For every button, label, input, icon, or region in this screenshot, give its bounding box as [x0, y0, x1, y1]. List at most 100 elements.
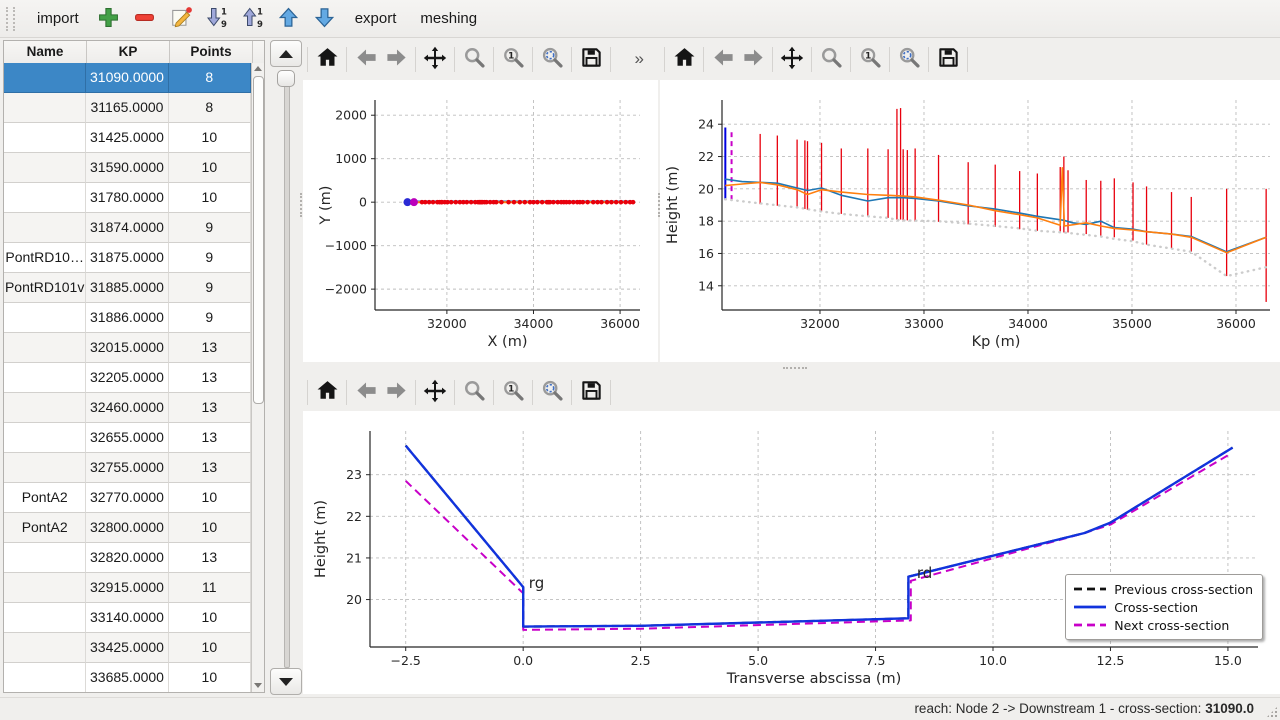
pan-button[interactable] [420, 43, 450, 75]
cell-name [4, 573, 86, 603]
move-up-button[interactable] [273, 4, 305, 34]
scrollbar-up-arrow-icon[interactable] [252, 63, 264, 75]
table-row[interactable]: 31590.000010 [4, 153, 251, 183]
table-row[interactable]: 33140.000010 [4, 603, 251, 633]
table-row[interactable]: PontRD101v31885.00009 [4, 273, 251, 303]
zoom-original-button[interactable]: 1 [498, 43, 528, 75]
vertical-splitter-plots[interactable] [658, 38, 660, 368]
table-row[interactable]: PontA232770.000010 [4, 483, 251, 513]
back-button[interactable] [351, 43, 381, 75]
profile-plot-canvas[interactable]: 3200033000340003500036000141618202224Kp … [660, 80, 1280, 362]
forward-button[interactable] [738, 43, 768, 75]
import-button[interactable]: import [29, 5, 87, 32]
table-row[interactable]: 31090.00008 [4, 63, 251, 93]
toolbar-separator [307, 47, 308, 72]
table-row[interactable]: 32460.000013 [4, 393, 251, 423]
sort-ascending-button[interactable]: 19 [237, 4, 269, 34]
cross-section-plot-canvas[interactable]: −2.50.02.55.07.510.012.515.020212223Tran… [303, 411, 1280, 694]
legend-entry: Next cross-section [1073, 616, 1253, 634]
table-row[interactable]: 32915.000011 [4, 573, 251, 603]
svg-text:5.0: 5.0 [748, 653, 768, 668]
table-row[interactable]: 32755.000013 [4, 453, 251, 483]
table-header: Name KP Points [4, 41, 264, 64]
cross-section-slider-track[interactable] [284, 72, 290, 668]
current-cross-section-value: 31090.0 [1205, 701, 1254, 716]
table-row[interactable]: PontA232800.000010 [4, 513, 251, 543]
meshing-button[interactable]: meshing [412, 5, 485, 32]
export-button[interactable]: export [347, 5, 405, 32]
save-figure-button[interactable] [576, 376, 606, 408]
svg-text:15.0: 15.0 [1214, 653, 1242, 668]
zoom-button[interactable] [459, 376, 489, 408]
svg-text:Y (m): Y (m) [318, 186, 334, 226]
cell-points: 10 [169, 483, 251, 513]
toolbar-separator [889, 47, 890, 72]
forward-icon [742, 46, 765, 72]
svg-text:16: 16 [698, 246, 714, 261]
table-row[interactable]: 33685.000010 [4, 663, 251, 693]
table-row[interactable]: 31425.000010 [4, 123, 251, 153]
sort-descending-button[interactable]: 19 [201, 4, 233, 34]
cell-points: 10 [169, 123, 251, 153]
table-row[interactable]: 31874.00009 [4, 213, 251, 243]
table-scrollbar-thumb[interactable] [253, 76, 264, 404]
arrow-down-icon [314, 7, 335, 31]
table-row[interactable]: 32015.000013 [4, 333, 251, 363]
zoom-one-icon: 1 [502, 379, 525, 405]
table-row[interactable]: 31165.00008 [4, 93, 251, 123]
forward-button[interactable] [381, 376, 411, 408]
save-figure-button[interactable] [933, 43, 963, 75]
home-button[interactable] [312, 376, 342, 408]
pan-button[interactable] [420, 376, 450, 408]
save-figure-button[interactable] [576, 43, 606, 75]
slider-down-button[interactable] [270, 668, 302, 695]
zoom-button[interactable] [816, 43, 846, 75]
remove-cross-section-button[interactable] [129, 4, 161, 34]
svg-text:34000: 34000 [1008, 316, 1048, 331]
zoom-original-button[interactable]: 1 [855, 43, 885, 75]
move-down-button[interactable] [309, 4, 341, 34]
toolbar-overflow-button[interactable]: » [631, 49, 648, 69]
table-row[interactable]: 32820.000013 [4, 543, 251, 573]
svg-text:7.5: 7.5 [866, 653, 886, 668]
svg-text:0.0: 0.0 [513, 653, 533, 668]
home-button[interactable] [312, 43, 342, 75]
column-header-points[interactable]: Points [170, 41, 253, 63]
slider-up-button[interactable] [270, 40, 302, 67]
table-row[interactable]: 32655.000013 [4, 423, 251, 453]
table-scrollbar[interactable] [251, 63, 264, 692]
toolbar-separator [811, 47, 812, 72]
svg-text:rg: rg [529, 574, 544, 592]
column-header-name[interactable]: Name [4, 41, 87, 63]
zoom-fit-button[interactable] [537, 376, 567, 408]
forward-button[interactable] [381, 43, 411, 75]
toolbar-separator [967, 47, 968, 72]
zoom-button[interactable] [459, 43, 489, 75]
pan-button[interactable] [777, 43, 807, 75]
zoom-fit-button[interactable] [894, 43, 924, 75]
table-row[interactable]: PontRD10…31875.00009 [4, 243, 251, 273]
zoom-fit-button[interactable] [537, 43, 567, 75]
scrollbar-down-arrow-icon[interactable] [252, 680, 264, 692]
table-row[interactable]: 32205.000013 [4, 363, 251, 393]
up-triangle-icon [279, 50, 293, 58]
back-button[interactable] [708, 43, 738, 75]
edit-cross-section-button[interactable] [165, 4, 197, 34]
column-header-kp[interactable]: KP [87, 41, 170, 63]
cell-name [4, 363, 86, 393]
cell-kp: 31886.0000 [86, 303, 168, 333]
back-button[interactable] [351, 376, 381, 408]
table-row[interactable]: 31886.00009 [4, 303, 251, 333]
horizontal-splitter[interactable] [303, 363, 1280, 373]
toolbar-separator [772, 47, 773, 72]
home-button[interactable] [669, 43, 699, 75]
add-cross-section-button[interactable] [93, 4, 125, 34]
plan-plot-canvas[interactable]: 320003400036000−2000−1000010002000X (m)Y… [303, 80, 658, 362]
toolbar-drag-handle[interactable] [6, 7, 15, 31]
zoom-original-button[interactable]: 1 [498, 376, 528, 408]
resize-grip[interactable] [1266, 706, 1278, 718]
cross-section-slider-handle[interactable] [277, 70, 295, 87]
cell-kp: 32820.0000 [86, 543, 168, 573]
table-row[interactable]: 31780.000010 [4, 183, 251, 213]
table-row[interactable]: 33425.000010 [4, 633, 251, 663]
